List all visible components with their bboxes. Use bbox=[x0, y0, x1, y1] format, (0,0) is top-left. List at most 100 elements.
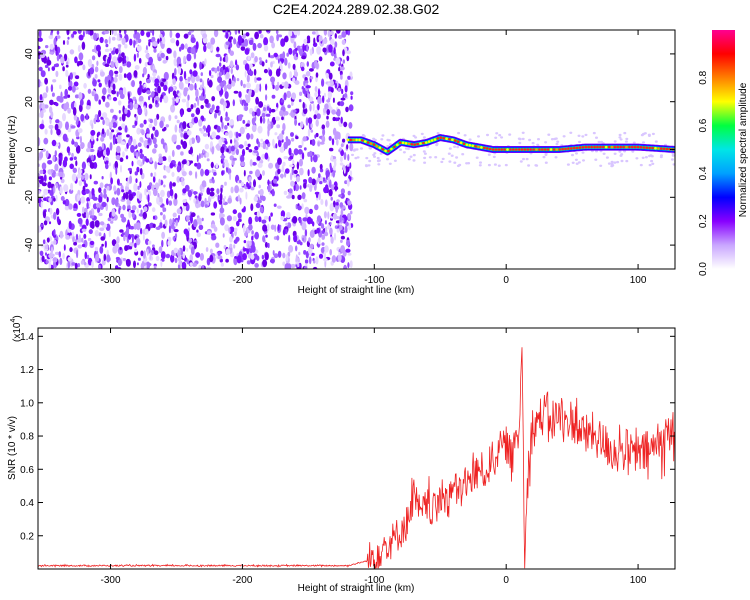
ridge-halo-speck bbox=[479, 161, 482, 164]
noise-speck bbox=[286, 195, 292, 199]
noise-speck bbox=[137, 257, 141, 261]
noise-speck bbox=[336, 30, 341, 34]
noise-speck bbox=[177, 92, 182, 97]
noise-speck bbox=[127, 233, 132, 240]
noise-speck bbox=[282, 161, 286, 167]
noise-speck bbox=[256, 77, 262, 81]
noise-speck bbox=[119, 93, 125, 99]
noise-speck bbox=[48, 124, 54, 130]
noise-speck bbox=[250, 203, 254, 211]
noise-speck bbox=[136, 127, 141, 135]
noise-speck bbox=[201, 188, 205, 193]
noise-speck bbox=[240, 46, 246, 51]
ridge-halo-speck bbox=[494, 136, 498, 139]
noise-speck bbox=[140, 250, 144, 257]
noise-speck bbox=[146, 144, 150, 149]
noise-speck bbox=[326, 99, 331, 103]
spectrogram-y-tick-label: 20 bbox=[24, 96, 35, 108]
noise-speck bbox=[146, 262, 152, 267]
noise-speck bbox=[318, 253, 324, 259]
ridge-halo-speck bbox=[521, 137, 525, 141]
ridge-halo-speck bbox=[571, 153, 574, 157]
noise-speck bbox=[279, 146, 285, 153]
noise-speck bbox=[322, 38, 328, 44]
noise-speck bbox=[67, 36, 70, 40]
noise-speck bbox=[239, 187, 244, 193]
noise-speck bbox=[132, 138, 137, 147]
ridge-halo-speck bbox=[412, 153, 416, 157]
ridge-halo-speck bbox=[522, 157, 525, 161]
ridge-peak bbox=[398, 141, 402, 144]
noise-speck bbox=[118, 207, 121, 215]
ridge-halo-speck bbox=[613, 152, 617, 155]
noise-speck bbox=[274, 84, 280, 91]
noise-speck bbox=[163, 184, 166, 188]
noise-speck bbox=[340, 188, 345, 195]
noise-speck bbox=[329, 221, 332, 226]
noise-speck bbox=[224, 91, 229, 100]
noise-speck bbox=[98, 187, 102, 193]
noise-speck bbox=[183, 70, 187, 80]
noise-speck bbox=[190, 215, 193, 224]
noise-speck bbox=[270, 224, 275, 230]
noise-speck bbox=[71, 262, 76, 266]
noise-speck bbox=[110, 108, 114, 113]
noise-speck bbox=[177, 66, 182, 75]
snr-x-tick-label: -300 bbox=[101, 575, 121, 586]
noise-speck bbox=[46, 59, 52, 66]
noise-speck bbox=[108, 121, 114, 129]
ridge-peak bbox=[439, 136, 443, 139]
noise-speck bbox=[256, 108, 261, 117]
noise-speck bbox=[62, 113, 66, 122]
noise-speck bbox=[255, 202, 261, 209]
noise-speck bbox=[152, 244, 155, 248]
noise-speck bbox=[214, 109, 220, 114]
noise-speck bbox=[325, 120, 330, 128]
colorbar-ticks: 0.00.20.40.60.8 bbox=[698, 70, 709, 276]
noise-speck bbox=[346, 144, 349, 150]
noise-speck bbox=[218, 199, 223, 205]
noise-speck bbox=[163, 95, 169, 104]
noise-speck bbox=[245, 94, 248, 99]
noise-speck bbox=[307, 169, 310, 177]
noise-speck bbox=[346, 50, 351, 55]
noise-speck bbox=[49, 99, 54, 106]
noise-speck bbox=[298, 251, 301, 256]
noise-speck bbox=[263, 215, 269, 220]
noise-speck bbox=[55, 70, 59, 78]
noise-speck bbox=[308, 176, 313, 184]
ridge-peak bbox=[558, 148, 561, 151]
noise-speck bbox=[200, 84, 203, 91]
noise-speck bbox=[318, 192, 321, 201]
noise-speck bbox=[282, 252, 286, 259]
colorbar-gradient bbox=[712, 30, 735, 269]
noise-speck bbox=[233, 38, 237, 45]
noise-speck bbox=[146, 90, 151, 95]
noise-speck bbox=[193, 62, 197, 69]
noise-speck bbox=[316, 177, 320, 183]
noise-speck bbox=[195, 252, 201, 258]
noise-speck bbox=[239, 179, 242, 184]
noise-speck bbox=[80, 260, 85, 265]
noise-speck bbox=[53, 211, 57, 220]
noise-speck bbox=[54, 163, 59, 172]
ridge-halo-speck bbox=[577, 161, 581, 164]
noise-speck bbox=[235, 64, 240, 71]
noise-speck bbox=[322, 47, 327, 53]
ridge-halo-speck bbox=[457, 131, 461, 135]
noise-speck bbox=[111, 208, 116, 217]
noise-speck bbox=[314, 134, 317, 139]
noise-speck bbox=[328, 179, 332, 188]
noise-speck bbox=[310, 76, 314, 80]
noise-speck bbox=[133, 39, 136, 49]
noise-speck bbox=[202, 88, 205, 97]
noise-speck bbox=[87, 30, 90, 35]
noise-speck bbox=[177, 264, 181, 269]
colorbar-label: Normalized spectral amplitude bbox=[738, 82, 749, 217]
noise-speck bbox=[349, 260, 353, 268]
ridge-peak bbox=[570, 147, 573, 150]
noise-speck bbox=[74, 94, 80, 99]
noise-speck bbox=[91, 91, 95, 97]
noise-speck bbox=[250, 133, 254, 140]
noise-speck bbox=[63, 53, 68, 62]
